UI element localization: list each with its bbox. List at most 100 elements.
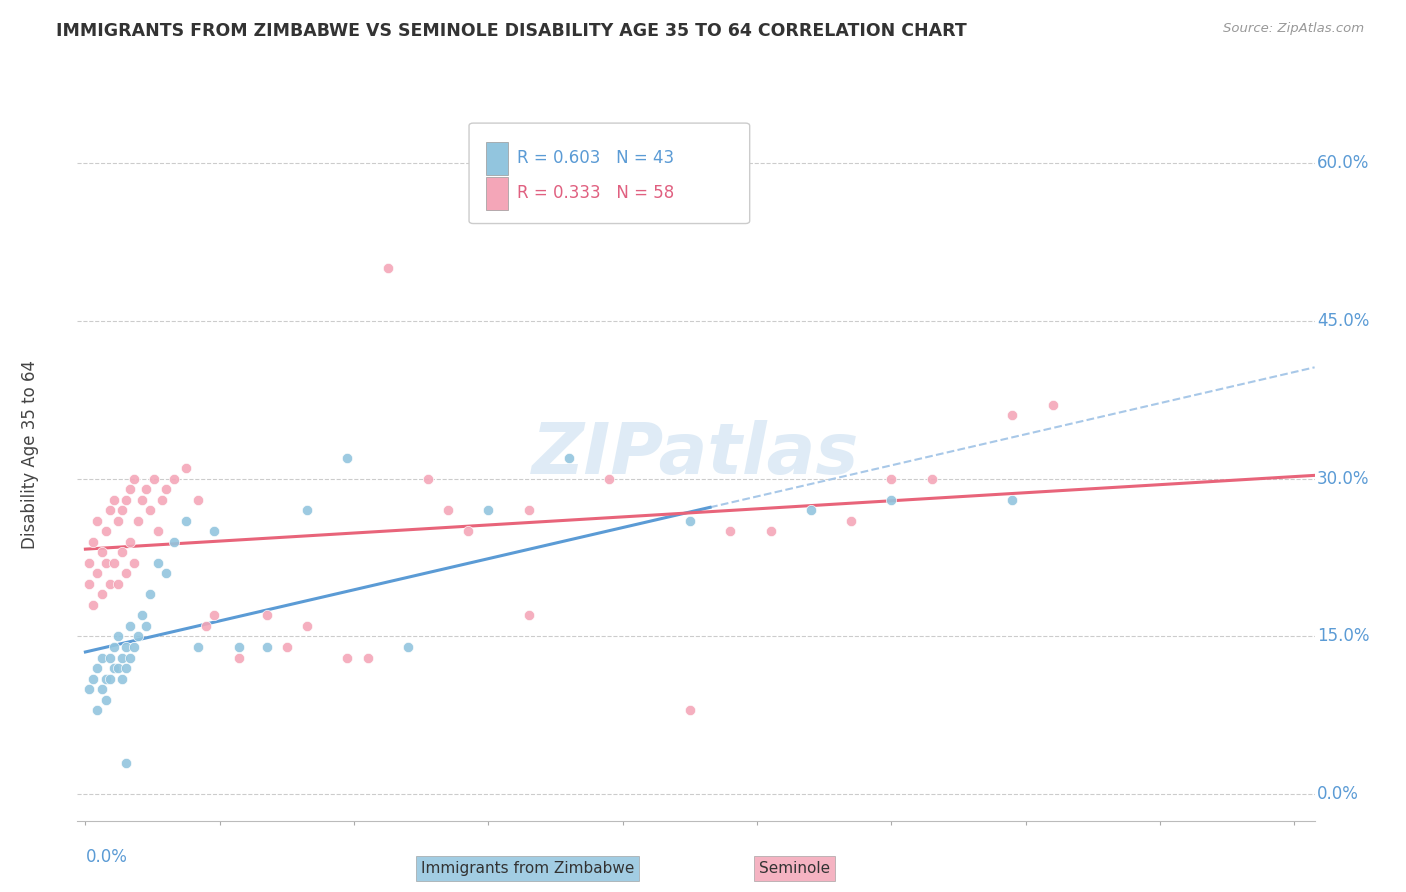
Point [163, 472, 186, 486]
Point [131, 608, 153, 623]
Point [94, 524, 117, 539]
Point [759, 524, 782, 539]
Point [295, 619, 318, 633]
Point [94, 556, 117, 570]
Point [437, 503, 460, 517]
Point [800, 503, 823, 517]
Point [114, 492, 136, 507]
Point [103, 640, 125, 654]
Text: R = 0.603   N = 43: R = 0.603 N = 43 [516, 149, 673, 168]
Point [228, 650, 250, 665]
Point [146, 556, 169, 570]
Point [82, 598, 104, 612]
Point [114, 640, 136, 654]
Point [107, 661, 129, 675]
Point [598, 472, 620, 486]
Point [103, 661, 125, 675]
Point [94, 672, 117, 686]
Text: R = 0.333   N = 58: R = 0.333 N = 58 [516, 185, 673, 202]
Text: 60.0%: 60.0% [1317, 154, 1369, 172]
Point [1042, 398, 1064, 412]
Point [82, 534, 104, 549]
Point [86, 514, 108, 528]
Point [146, 524, 169, 539]
Point [103, 492, 125, 507]
Point [880, 472, 903, 486]
Point [336, 450, 359, 465]
Point [122, 556, 145, 570]
Point [336, 650, 359, 665]
Point [880, 492, 903, 507]
Point [256, 608, 278, 623]
Point [377, 261, 399, 276]
Point [122, 472, 145, 486]
Point [295, 503, 318, 517]
Point [82, 672, 104, 686]
Point [98, 577, 121, 591]
Point [114, 661, 136, 675]
Point [457, 524, 479, 539]
Point [155, 482, 177, 496]
Point [155, 566, 177, 581]
Point [517, 503, 540, 517]
Point [111, 503, 134, 517]
Point [416, 472, 439, 486]
Point [118, 650, 141, 665]
Point [103, 556, 125, 570]
Point [163, 534, 186, 549]
Point [135, 482, 157, 496]
Point [111, 672, 134, 686]
Point [187, 492, 209, 507]
Text: Immigrants from Zimbabwe: Immigrants from Zimbabwe [420, 861, 634, 876]
Point [127, 630, 149, 644]
Point [118, 619, 141, 633]
Point [114, 756, 136, 770]
Point [1001, 409, 1024, 423]
Point [135, 619, 157, 633]
Point [187, 640, 209, 654]
Point [79, 556, 101, 570]
Point [679, 703, 702, 717]
Point [90, 650, 112, 665]
Point [174, 461, 197, 475]
Text: 15.0%: 15.0% [1317, 627, 1369, 646]
Text: Disability Age 35 to 64: Disability Age 35 to 64 [21, 360, 39, 549]
Point [921, 472, 943, 486]
Point [86, 661, 108, 675]
Point [195, 619, 218, 633]
Point [111, 650, 134, 665]
Point [90, 682, 112, 697]
Point [256, 640, 278, 654]
Text: ZIPatlas: ZIPatlas [533, 420, 859, 490]
Text: 0.0%: 0.0% [1317, 785, 1360, 804]
Point [718, 524, 741, 539]
Point [107, 630, 129, 644]
Point [396, 640, 419, 654]
Point [1001, 492, 1024, 507]
Point [98, 503, 121, 517]
Point [107, 514, 129, 528]
Point [139, 503, 162, 517]
Text: 0.0%: 0.0% [86, 848, 128, 866]
Text: 45.0%: 45.0% [1317, 311, 1369, 330]
Point [90, 587, 112, 601]
Point [98, 672, 121, 686]
Text: 30.0%: 30.0% [1317, 469, 1369, 488]
Point [174, 514, 197, 528]
Point [86, 703, 108, 717]
Point [839, 514, 862, 528]
Point [356, 650, 378, 665]
Point [98, 650, 121, 665]
Point [94, 692, 117, 706]
Point [127, 514, 149, 528]
Point [202, 524, 225, 539]
Point [276, 640, 298, 654]
Text: Seminole: Seminole [759, 861, 830, 876]
Point [118, 482, 141, 496]
Point [202, 608, 225, 623]
Point [558, 450, 581, 465]
Point [477, 503, 499, 517]
Point [79, 682, 101, 697]
Point [517, 608, 540, 623]
Point [114, 566, 136, 581]
